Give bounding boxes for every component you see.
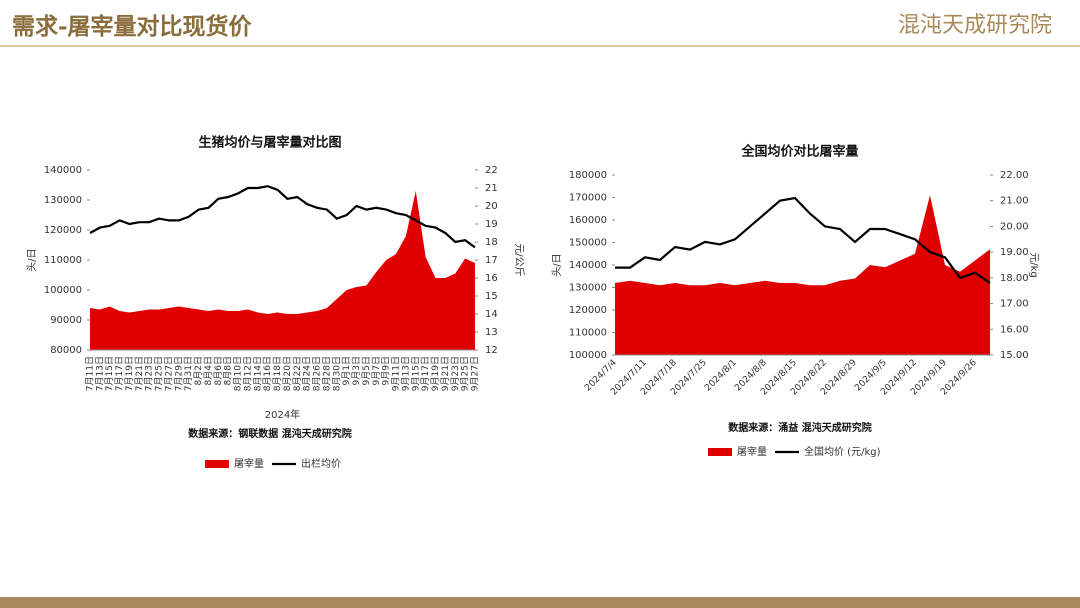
line: [615, 196, 991, 284]
y-tick-label: 100000: [569, 350, 607, 361]
legend-label: 屠宰量: [737, 445, 767, 458]
x-tick-label: 7月23日: [144, 356, 155, 391]
y-tick-label: 120000: [44, 225, 82, 236]
y2-tick-label: 21: [485, 183, 498, 194]
y2-tick-label: 22: [485, 165, 498, 176]
y2-tick-label: 15.00: [1000, 350, 1029, 361]
y-tick-label: 130000: [44, 195, 82, 206]
y-tick-label: 170000: [569, 193, 607, 204]
x-tick-label: 8月18日: [272, 356, 283, 391]
x-tick-label: 9月11日: [391, 356, 402, 391]
y-axis-label: 头/日: [551, 253, 563, 276]
x-tick-label: 9月15日: [410, 356, 421, 391]
x-tick-label: 8月22日: [292, 356, 303, 391]
x-tick-label: 8月4日: [203, 356, 214, 385]
y2-axis-label: 元/公斤: [513, 243, 525, 276]
y-tick-label: 80000: [50, 345, 82, 356]
x-tick-label: 9月19日: [430, 356, 441, 391]
x-tick-label: 7月31日: [183, 356, 194, 391]
y-tick-label: 110000: [44, 255, 82, 266]
y-tick-label: 130000: [569, 283, 607, 294]
x-tick-label: 9月1日: [341, 356, 352, 385]
y-tick-label: 90000: [50, 315, 82, 326]
footer-bar: [0, 597, 1080, 608]
y2-tick-label: 20: [485, 201, 498, 212]
x-tick-label: 7月25日: [154, 356, 165, 391]
x-tick-label: 8月26日: [312, 356, 323, 391]
y-tick-label: 110000: [569, 328, 607, 339]
x-tick-label: 9月23日: [450, 356, 461, 391]
x-axis-label: 2024年: [265, 408, 300, 421]
legend-swatch: [708, 448, 732, 456]
area: [90, 191, 475, 350]
legend-swatch: [205, 460, 229, 468]
x-tick-label: 9月7日: [371, 356, 382, 385]
x-tick-label: 8月28日: [321, 356, 332, 391]
x-tick-label: 8月10日: [233, 356, 244, 391]
y2-tick-label: 16: [485, 273, 498, 284]
legend-label: 全国均价 (元/kg): [804, 445, 881, 458]
y2-tick-label: 17: [485, 255, 498, 266]
y2-tick-label: 17.00: [1000, 299, 1029, 310]
y-axis-label: 头/日: [26, 248, 38, 271]
y2-tick-label: 20.00: [1000, 221, 1029, 232]
x-tick-label: 9月3日: [351, 356, 362, 385]
x-tick-label: 8月12日: [242, 356, 253, 391]
y-tick-label: 160000: [569, 215, 607, 226]
x-tick-label: 8月20日: [282, 356, 293, 391]
y-tick-label: 100000: [44, 285, 82, 296]
y2-tick-label: 14: [485, 309, 498, 320]
x-tick-label: 2024/8/1: [703, 358, 739, 394]
line: [89, 185, 476, 249]
chart-title: 生猪均价与屠宰量对比图: [198, 135, 341, 151]
y-tick-label: 180000: [569, 170, 607, 181]
x-tick-label: 9月21日: [440, 356, 451, 391]
legend-label: 出栏均价: [301, 457, 341, 470]
y-tick-label: 120000: [569, 305, 607, 316]
x-tick-label: 8月24日: [302, 356, 313, 391]
x-tick-label: 7月29日: [173, 356, 184, 391]
y-tick-label: 140000: [44, 165, 82, 176]
logo: 混沌天成研究院: [898, 13, 1052, 38]
y2-tick-label: 19: [485, 219, 498, 230]
x-tick-label: 8月6日: [213, 356, 224, 385]
y2-tick-label: 18: [485, 237, 498, 248]
y-tick-label: 140000: [569, 260, 607, 271]
x-tick-label: 7月17日: [114, 356, 125, 391]
y2-tick-label: 22.00: [1000, 170, 1029, 181]
x-tick-label: 7月11日: [85, 356, 96, 391]
area: [615, 195, 990, 355]
x-tick-label: 7月21日: [134, 356, 145, 391]
y2-tick-label: 15: [485, 291, 498, 302]
x-tick-label: 9月13日: [400, 356, 411, 391]
x-tick-label: 7月27日: [163, 356, 174, 391]
x-tick-label: 8月14日: [252, 356, 263, 391]
x-tick-label: 8月2日: [193, 356, 204, 385]
y2-tick-label: 21.00: [1000, 196, 1029, 207]
x-tick-label: 9月5日: [361, 356, 372, 385]
y2-tick-label: 13: [485, 327, 498, 338]
chart-title: 全国均价对比屠宰量: [740, 144, 858, 160]
x-tick-label: 9月9日: [381, 356, 392, 385]
y2-tick-label: 16.00: [1000, 324, 1029, 335]
x-tick-label: 7月13日: [94, 356, 105, 391]
y2-tick-label: 18.00: [1000, 273, 1029, 284]
legend-label: 屠宰量: [234, 457, 264, 470]
source: 数据来源：钢联数据 混沌天成研究院: [188, 427, 351, 440]
y2-tick-label: 12: [485, 345, 498, 356]
y2-tick-label: 19.00: [1000, 247, 1029, 258]
x-tick-label: 8月30日: [331, 356, 342, 391]
x-tick-label: 8月8日: [223, 356, 234, 385]
slide-title: 需求-屠宰量对比现货价: [12, 13, 253, 40]
y2-axis-label: 元/kg: [1028, 252, 1039, 278]
y-tick-label: 150000: [569, 238, 607, 249]
source: 数据来源：涌益 混沌天成研究院: [728, 421, 871, 434]
x-tick-label: 7月19日: [124, 356, 135, 391]
x-tick-label: 8月16日: [262, 356, 273, 391]
x-tick-label: 9月27日: [470, 356, 481, 391]
x-tick-label: 9月25日: [460, 356, 471, 391]
x-tick-label: 9月17日: [420, 356, 431, 391]
x-tick-label: 7月15日: [104, 356, 115, 391]
